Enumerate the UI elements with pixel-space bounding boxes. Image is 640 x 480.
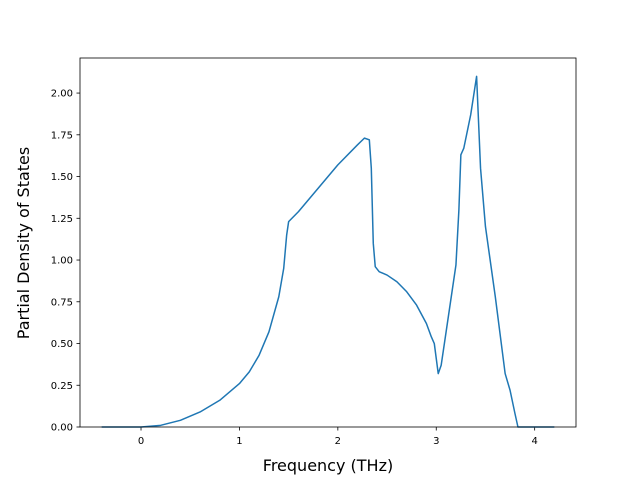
plot-frame <box>79 57 577 428</box>
x-tick-label: 3 <box>433 436 439 447</box>
y-tick-label: 1.25 <box>51 214 73 225</box>
y-tick-label: 0.25 <box>51 381 73 392</box>
x-tick-label: 4 <box>531 436 537 447</box>
y-axis-label: Partial Density of States <box>14 147 33 339</box>
data-line <box>101 75 555 428</box>
y-tick-label: 0.00 <box>51 423 73 434</box>
y-tick-label: 1.00 <box>51 256 73 267</box>
y-tick-label: 2.00 <box>51 89 73 100</box>
y-tick-label: 0.50 <box>51 339 73 350</box>
x-tick-label: 0 <box>138 436 144 447</box>
x-axis-label: Frequency (THz) <box>263 456 393 475</box>
y-tick-label: 1.75 <box>51 130 73 141</box>
x-tick-label: 1 <box>236 436 242 447</box>
y-tick-label: 0.75 <box>51 297 73 308</box>
y-tick-label: 1.50 <box>51 172 73 183</box>
x-tick-label: 2 <box>335 436 341 447</box>
